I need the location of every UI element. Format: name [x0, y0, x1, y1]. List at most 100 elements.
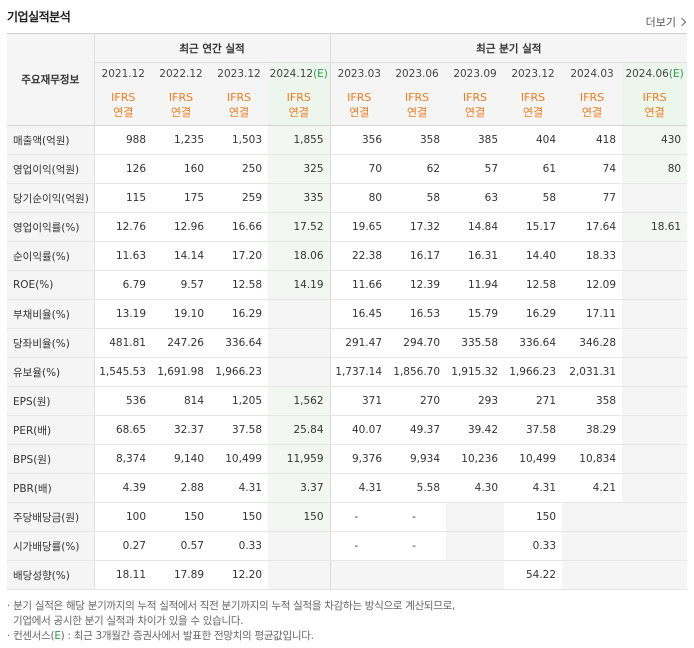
value-cell: 4.31: [504, 473, 563, 503]
value-cell: 9,376: [329, 444, 389, 474]
value-cell: [622, 270, 688, 300]
value-cell: 14.84: [446, 212, 505, 242]
value-cell: 77: [562, 183, 623, 213]
value-cell: 17.11: [562, 299, 623, 329]
value-cell: 10,236: [446, 444, 505, 474]
value-cell: 10,834: [562, 444, 623, 474]
table-row: 시가배당률(%) 0.27 0.57 0.33- -0.33: [7, 531, 688, 561]
row-label: 배당성향(%): [7, 560, 95, 590]
ifrs-label: IFRS 연결: [210, 84, 268, 126]
period-header: 2022.12: [152, 62, 210, 85]
value-cell: 16.29: [210, 299, 268, 329]
value-cell: 22.38: [329, 241, 389, 271]
value-cell: [622, 502, 688, 532]
value-cell: 430: [622, 125, 688, 155]
value-cell: 1,966.23: [504, 357, 563, 387]
row-label: 매출액(억원): [7, 125, 95, 155]
value-cell: 371: [329, 386, 389, 416]
value-cell: 5.58: [388, 473, 447, 503]
ifrs-label: IFRS 연결: [152, 84, 210, 126]
value-cell: 16.45: [329, 299, 389, 329]
more-label: 더보기: [645, 16, 676, 29]
value-cell: 1,235: [152, 125, 210, 155]
value-cell: [622, 560, 688, 590]
value-cell: 536: [94, 386, 152, 416]
ifrs-label: IFRS 연결: [562, 84, 623, 126]
value-cell: 150: [152, 502, 210, 532]
value-cell: 4.31: [329, 473, 389, 503]
value-cell: 62: [388, 154, 447, 184]
value-cell: 54.22: [504, 560, 563, 590]
value-cell: [622, 386, 688, 416]
value-cell: [562, 531, 623, 561]
value-cell: 358: [388, 125, 447, 155]
value-cell: 271: [504, 386, 563, 416]
value-cell: 1,691.98: [152, 357, 210, 387]
value-cell: 18.06: [268, 241, 331, 271]
value-cell: 115: [94, 183, 152, 213]
value-cell: 10,499: [504, 444, 563, 474]
value-cell: 49.37: [388, 415, 447, 445]
value-cell: 16.66: [210, 212, 268, 242]
value-cell: 32.37: [152, 415, 210, 445]
value-cell: 150: [504, 502, 563, 532]
value-cell: 1,545.53: [94, 357, 152, 387]
row-label: 영업이익률(%): [7, 212, 95, 242]
value-cell: [622, 473, 688, 503]
note-1: · 분기 실적은 해당 분기까지의 누적 실적에서 직전 분기까지의 누적 실적…: [7, 600, 456, 612]
table-row: 유보율(%) 1,545.53 1,691.98 1,966.23 1,737.14 1,…: [7, 357, 688, 387]
more-link[interactable]: 더보기: [645, 14, 687, 30]
table-row: 영업이익률(%) 12.76 12.96 16.66 17.52 19.65 17.32 14…: [7, 212, 688, 242]
row-label: 영업이익(억원): [7, 154, 95, 184]
row-label: 부채비율(%): [7, 299, 95, 329]
value-cell: [446, 560, 505, 590]
annual-header: 최근 연간 실적: [94, 33, 331, 63]
value-cell: 175: [152, 183, 210, 213]
table-row: 매출액(억원) 988 1,235 1,503 1,855 356 358 385 404 418…: [7, 125, 688, 155]
value-cell: 11.94: [446, 270, 505, 300]
value-cell: 17.89: [152, 560, 210, 590]
value-cell: [622, 531, 688, 561]
value-cell: 9,140: [152, 444, 210, 474]
value-cell: 58: [504, 183, 563, 213]
value-cell: 0.57: [152, 531, 210, 561]
note-1-cont: 기업에서 공시한 분기 실적과 차이가 있을 수 있습니다.: [13, 615, 244, 627]
value-cell: 250: [210, 154, 268, 184]
value-cell: [622, 328, 688, 358]
value-cell: 40.07: [329, 415, 389, 445]
quarter-header: 최근 분기 실적: [329, 33, 688, 63]
row-label-header: 주요재무정보: [7, 33, 95, 126]
value-cell: 481.81: [94, 328, 152, 358]
table-row: 배당성향(%) 18.11 17.89 12.20 54.22: [7, 560, 688, 590]
value-cell: 58: [388, 183, 447, 213]
period-header: 2021.12: [94, 62, 152, 85]
value-cell: 80: [329, 183, 389, 213]
section-title: 기업실적분석: [7, 10, 71, 24]
value-cell: [446, 502, 505, 532]
value-cell: 37.58: [504, 415, 563, 445]
value-cell: 19.10: [152, 299, 210, 329]
table-row: 주당배당금(원) 100 150 150 150- -150: [7, 502, 688, 532]
table-row: 당기순이익(억원) 115 175 259 335 80 58 63 58 77: [7, 183, 688, 213]
row-label: 유보율(%): [7, 357, 95, 387]
value-cell: 9,934: [388, 444, 447, 474]
value-cell: 17.52: [268, 212, 331, 242]
ifrs-label: IFRS 연결: [504, 84, 563, 126]
period-header: 2024.06(E): [622, 62, 688, 85]
value-cell: 404: [504, 125, 563, 155]
value-cell: 1,737.14: [329, 357, 389, 387]
period-header: 2024.03: [562, 62, 623, 85]
value-cell: 294.70: [388, 328, 447, 358]
value-cell: [562, 502, 623, 532]
value-cell: 18.61: [622, 212, 688, 242]
value-cell: [329, 560, 389, 590]
value-cell: 14.40: [504, 241, 563, 271]
value-cell: [622, 444, 688, 474]
value-cell: -: [388, 502, 447, 532]
value-cell: 4.39: [94, 473, 152, 503]
value-cell: [268, 328, 331, 358]
value-cell: 4.21: [562, 473, 623, 503]
value-cell: 270: [388, 386, 447, 416]
row-label: EPS(원): [7, 386, 95, 416]
